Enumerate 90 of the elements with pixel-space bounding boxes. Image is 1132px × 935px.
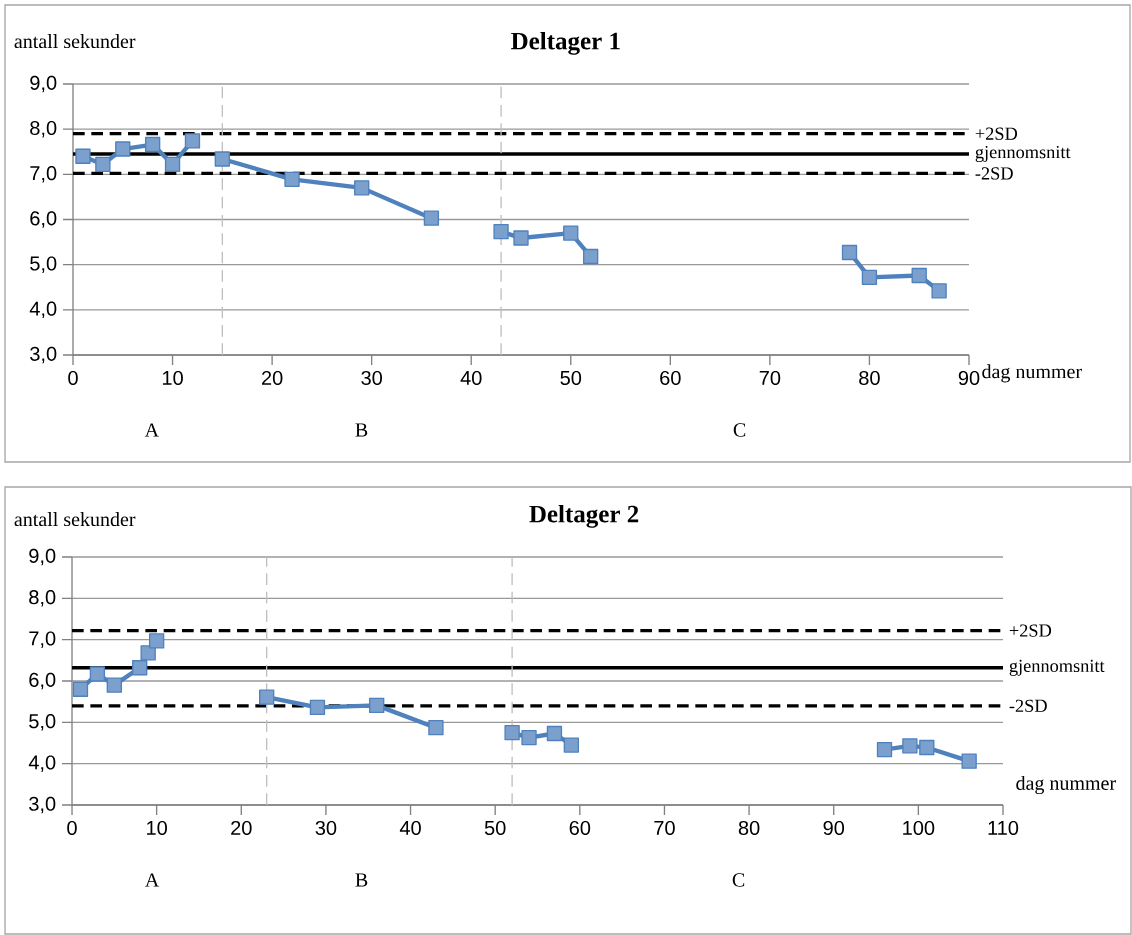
x-tick-label: 110 (988, 820, 1019, 836)
text: A (144, 423, 159, 437)
x-tick-label: 50 (484, 820, 506, 836)
point (106, 677, 122, 693)
text: B (355, 423, 368, 437)
point (89, 666, 106, 682)
ref-line-label: gjennomsnitt (975, 145, 1071, 163)
point (148, 633, 165, 649)
point (563, 737, 580, 753)
point (132, 660, 148, 676)
y-tick-label: 9,0 (29, 548, 56, 566)
text: A (145, 873, 160, 887)
text: B (355, 873, 368, 887)
y-tick-label: 5,0 (30, 256, 57, 273)
ref-line-label: +2SD (975, 127, 1018, 140)
x-tick-label: 0 (68, 370, 78, 386)
point (861, 269, 878, 285)
y-tick-label: 8,0 (30, 120, 57, 138)
ref-line-label: -2SD (975, 167, 1013, 180)
point (428, 720, 444, 736)
point (369, 697, 385, 714)
point (144, 136, 161, 153)
point (354, 180, 370, 196)
point (493, 224, 509, 240)
point (115, 141, 131, 157)
x-tick-label: 50 (560, 370, 582, 386)
point (214, 151, 231, 167)
point (919, 739, 935, 756)
chart-title: Deltager 2 (529, 504, 639, 528)
ref-line-label: gjennomsnitt (1009, 659, 1105, 676)
y-tick-label: 8,0 (29, 590, 56, 607)
point (423, 210, 440, 226)
x-tick-label: 70 (654, 820, 675, 836)
point (164, 156, 181, 173)
x-tick-label: 30 (361, 370, 383, 386)
point (583, 248, 599, 265)
ref-line-label: +2SD (1009, 624, 1052, 637)
y-tick-label: 5,0 (29, 714, 56, 731)
point (841, 244, 858, 261)
point (72, 681, 89, 697)
x-tick-label: 40 (399, 820, 421, 836)
ref-line-label: -2SD (1009, 699, 1047, 712)
x-tick-label: 90 (958, 370, 980, 386)
point (513, 230, 529, 246)
point (184, 133, 201, 149)
x-tick-label: 40 (460, 370, 482, 386)
point (902, 738, 918, 754)
y-axis-title: antall sekunder (14, 512, 136, 527)
y-tick-label: 6,0 (29, 672, 56, 690)
x-tick-label: 10 (147, 820, 167, 836)
point (75, 148, 91, 164)
point (309, 699, 326, 716)
y-tick-label: 3,0 (29, 796, 56, 814)
point (563, 225, 579, 241)
y-tick-label: 4,0 (28, 755, 56, 772)
x-tick-label: 80 (738, 820, 760, 836)
x-tick-label: 70 (759, 370, 781, 386)
y-axis-title: antall sekunder (14, 34, 136, 49)
x-tick-label: 60 (660, 370, 681, 386)
point (546, 725, 563, 742)
point (931, 283, 947, 299)
x-axis-title: dag nummer (1016, 775, 1116, 795)
y-tick-label: 4,0 (29, 301, 57, 319)
x-tick-label: 30 (315, 820, 337, 836)
text: C (733, 423, 746, 437)
y-tick-label: 6,0 (30, 211, 57, 228)
y-tick-label: 7,0 (29, 631, 56, 648)
x-tick-label: 60 (569, 820, 591, 836)
point (876, 741, 893, 758)
y-tick-label: 9,0 (30, 75, 57, 93)
chart-title: Deltager 1 (511, 31, 620, 55)
point (504, 724, 520, 741)
x-tick-label: 0 (67, 820, 77, 836)
x-tick-label: 100 (903, 820, 935, 836)
x-tick-label: 10 (162, 370, 183, 386)
point (140, 645, 156, 661)
x-tick-label: 20 (261, 370, 283, 386)
point (521, 729, 537, 746)
point (284, 171, 300, 187)
point (961, 753, 977, 769)
point (95, 156, 111, 173)
point (911, 267, 927, 284)
y-tick-label: 3,0 (30, 346, 57, 364)
x-tick-label: 20 (231, 820, 252, 836)
y-tick-label: 7,0 (30, 166, 57, 183)
point (258, 689, 275, 705)
x-tick-label: 90 (823, 820, 845, 836)
text: C (732, 873, 745, 887)
x-axis-title: dag nummer (982, 364, 1082, 383)
x-tick-label: 80 (859, 370, 880, 386)
